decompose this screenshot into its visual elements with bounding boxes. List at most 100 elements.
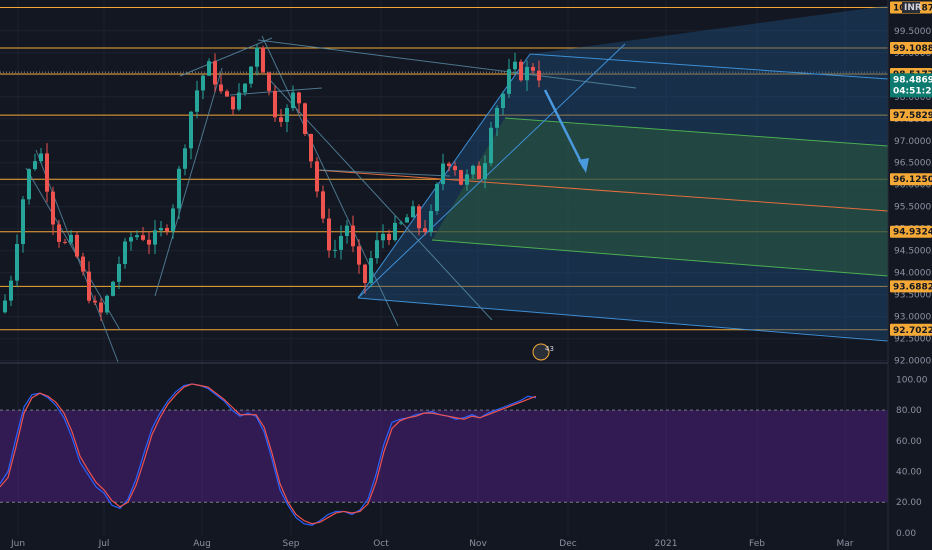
candle-body — [207, 61, 211, 76]
pitchfork-upper — [529, 53, 889, 80]
candle-body — [429, 211, 433, 232]
candle-body — [213, 61, 217, 85]
candle-body — [405, 217, 409, 223]
candle-body — [489, 127, 493, 164]
level-tag-2: 97.5829 — [893, 111, 932, 121]
osc-tick-label: 20.00 — [896, 498, 922, 508]
oscillator-pane — [0, 383, 888, 526]
candle-body — [399, 222, 403, 224]
time-label: Sep — [283, 539, 300, 549]
candle-body — [387, 233, 391, 241]
candle-body — [357, 246, 361, 265]
candle-body — [363, 264, 367, 283]
candle-body — [249, 66, 253, 84]
candle-body — [15, 244, 19, 281]
price-tick-label: 92.5000 — [894, 335, 931, 345]
candle-body — [507, 69, 511, 94]
price-tick-label: 93.0000 — [894, 313, 931, 323]
candle-body — [261, 47, 265, 73]
candle-body — [531, 66, 535, 71]
pitchfork-lower — [357, 297, 889, 342]
candle-body — [237, 92, 241, 110]
candle-body — [219, 84, 223, 92]
candle-body — [447, 163, 451, 167]
candle-body — [165, 227, 169, 232]
price-tick-label: 94.5000 — [894, 247, 931, 257]
osc-tick-label: 0.00 — [896, 529, 916, 539]
price-tick-label: 95.5000 — [894, 203, 931, 213]
candle-body — [39, 153, 43, 162]
candle-body — [243, 83, 247, 93]
level-tag-4: 94.9324 — [893, 228, 932, 238]
candle-body — [483, 163, 487, 179]
candle-body — [369, 258, 373, 283]
pitchfork — [315, 5, 889, 342]
forecast-arrow — [543, 89, 586, 169]
price-tick-label: 94.0000 — [894, 269, 931, 279]
level-tag-0-bg — [890, 41, 932, 54]
candle-body — [333, 249, 337, 251]
candle-body — [93, 300, 97, 303]
candle-body — [75, 234, 79, 257]
candle-body — [321, 191, 325, 219]
candle-body — [285, 108, 289, 122]
candle-body — [189, 111, 193, 149]
candle-body — [201, 75, 205, 91]
candle-body — [159, 227, 163, 231]
candle-body — [225, 91, 229, 97]
candle-body — [267, 72, 271, 91]
price-tick-label: 93.5000 — [894, 291, 931, 301]
candle-body — [435, 184, 439, 212]
candle-body — [153, 230, 157, 245]
candle-body — [81, 256, 85, 272]
candle-body — [177, 168, 181, 209]
price-tick-label: 98.0000 — [894, 93, 931, 103]
oscillator-line-1 — [0, 383, 537, 525]
time-label: Dec — [559, 539, 576, 549]
trend-line — [261, 35, 399, 327]
candle-body — [423, 228, 427, 232]
trend-line — [25, 167, 121, 331]
level-tag-6: 92.7022 — [893, 326, 932, 336]
candle-body — [393, 222, 397, 241]
price-tick-label: 92.0000 — [894, 357, 931, 367]
candle-body — [297, 92, 301, 104]
pitchfork-handle — [357, 43, 626, 299]
candle-body — [27, 169, 31, 200]
price-tick-label: 99.5000 — [894, 27, 931, 37]
candle-body — [255, 47, 259, 67]
forecast-arrow-head — [578, 158, 589, 173]
candle-body — [69, 234, 73, 243]
candle-body — [171, 208, 175, 232]
countdown-tag: 04:51:27 — [893, 86, 932, 96]
candle-body — [21, 199, 25, 245]
candle-body — [135, 235, 139, 238]
candle-body — [51, 191, 55, 225]
candle-body — [63, 241, 67, 243]
pitchfork-median — [315, 169, 889, 212]
candles: 43 — [3, 44, 554, 361]
symbol-badge: INR — [904, 3, 922, 13]
candle-body — [141, 235, 145, 240]
candle-body — [345, 225, 349, 236]
candle-body — [381, 233, 385, 241]
osc-tick-label: 40.00 — [896, 468, 922, 478]
candle-body — [441, 163, 445, 185]
pitchfork-inner-upper — [504, 117, 889, 147]
candle-body — [471, 165, 475, 175]
current-price-tag-bg — [890, 73, 932, 98]
level-tag-5-bg — [890, 280, 932, 293]
candle-body — [417, 206, 421, 229]
price-tick-label: 96.0000 — [894, 181, 931, 191]
osc-tick-label: 80.00 — [896, 406, 922, 416]
candle-body — [9, 280, 13, 301]
trend-line — [154, 67, 223, 297]
time-label: Oct — [373, 539, 389, 549]
candle-body — [477, 165, 481, 179]
candle-body — [309, 133, 313, 162]
time-label: 2021 — [655, 539, 678, 549]
event-badge-count: 43 — [545, 345, 554, 353]
candle-body — [501, 93, 505, 108]
